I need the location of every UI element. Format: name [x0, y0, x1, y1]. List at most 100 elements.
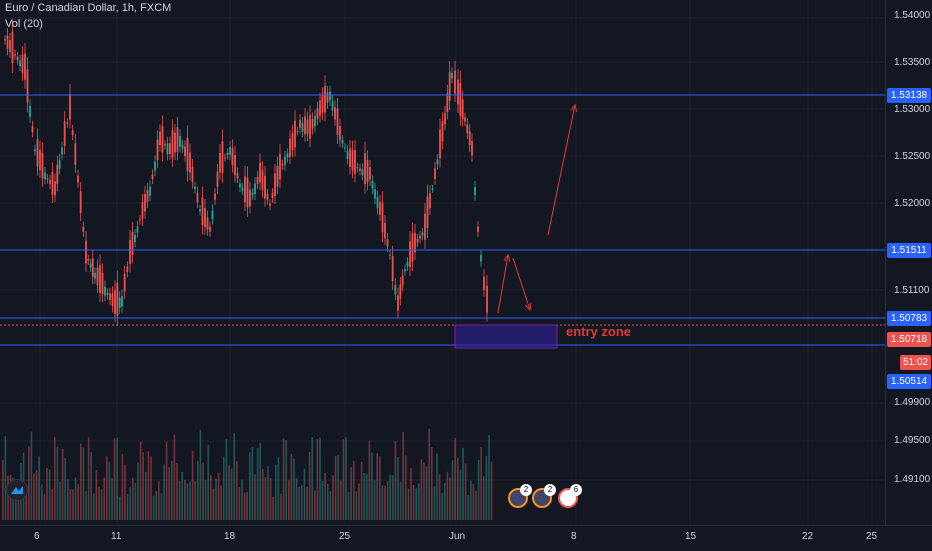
candle-body: [111, 293, 114, 306]
candle-body: [224, 157, 226, 159]
volume-bar: [56, 446, 59, 520]
candle-body: [336, 108, 339, 135]
candle-body: [196, 192, 199, 203]
volume-bar: [251, 446, 254, 520]
candle-body: [426, 196, 429, 229]
volume-bar: [108, 461, 111, 520]
price-tick-label: 1.53000: [894, 104, 931, 115]
volume-bar: [103, 477, 105, 520]
volume-bar: [347, 492, 350, 520]
price-tag-bottom[interactable]: 1.50514: [887, 374, 931, 389]
volume-bar: [462, 447, 464, 520]
candle-body: [351, 149, 354, 171]
candle-body: [354, 150, 356, 174]
candle-body: [286, 153, 289, 158]
candle-body: [424, 213, 426, 240]
chart-canvas[interactable]: [0, 0, 885, 525]
volume-bar: [64, 458, 66, 520]
event-count: 2: [544, 484, 556, 496]
volume-bar: [311, 437, 313, 520]
price-tag-level[interactable]: 1.51511: [887, 243, 931, 258]
volume-bar: [428, 428, 430, 520]
volume-bar: [444, 482, 446, 520]
candle-body: [149, 186, 151, 196]
price-tick-label: 1.51100: [894, 285, 930, 296]
price-tag-current[interactable]: 1.50718: [887, 332, 931, 347]
volume-bar: [202, 462, 204, 520]
price-tag-resistance[interactable]: 1.53138: [887, 88, 931, 103]
volume-bar: [38, 456, 40, 520]
volume-bar: [459, 470, 462, 520]
volume-bar: [54, 437, 56, 520]
symbol-legend[interactable]: Euro / Canadian Dollar, 1h, FXCM: [5, 2, 172, 14]
candle-body: [131, 231, 134, 255]
volume-bar: [230, 468, 233, 520]
candle-body: [141, 202, 144, 219]
candle-body: [96, 267, 99, 286]
volume-bar: [288, 480, 290, 520]
candle-body: [444, 112, 446, 125]
candle-body: [483, 276, 485, 291]
chart-area[interactable]: Euro / Canadian Dollar, 1h, FXCM Vol (20…: [0, 0, 885, 525]
volume-legend[interactable]: Vol (20): [5, 18, 43, 30]
candle-body: [136, 226, 139, 233]
candle-body: [339, 126, 341, 141]
candle-body: [189, 152, 191, 173]
economic-event-badge[interactable]: 6: [558, 484, 582, 508]
candle-body: [244, 176, 246, 203]
candle-body: [319, 100, 321, 116]
volume-bar: [477, 459, 480, 520]
volume-bar: [308, 452, 311, 520]
candle-body: [371, 180, 374, 189]
volume-bar: [145, 472, 147, 520]
volume-bar: [298, 487, 300, 520]
volume-bar: [215, 478, 217, 520]
candle-body: [146, 190, 149, 202]
time-axis[interactable]: 6 11 18 25 Jun 8 15 22 25: [0, 525, 932, 551]
candle-body: [466, 124, 469, 134]
candle-body: [356, 167, 359, 169]
volume-bar: [457, 457, 459, 520]
volume-bar: [160, 493, 163, 520]
projection-arrow: [512, 257, 531, 311]
volume-bar: [282, 438, 285, 520]
candle-body: [19, 60, 21, 67]
candle-body: [404, 269, 406, 272]
candle-body: [179, 136, 181, 147]
volume-bar: [454, 438, 456, 520]
volume-bar: [7, 475, 9, 520]
candle-body: [126, 266, 129, 273]
event-count: 2: [520, 484, 532, 496]
economic-event-badge[interactable]: 2: [532, 484, 556, 508]
candle-body: [94, 272, 96, 279]
candle-body: [186, 137, 189, 172]
tradingview-logo-icon[interactable]: [6, 479, 28, 501]
price-tick-label: 1.52000: [894, 198, 931, 209]
volume-bar: [319, 437, 321, 520]
price-tag-support[interactable]: 1.50783: [887, 311, 931, 326]
candle-body: [454, 70, 456, 94]
volume-bar: [446, 471, 449, 520]
candle-body: [199, 209, 201, 212]
candle-body: [71, 130, 74, 136]
candle-body: [329, 91, 331, 101]
volume-bar: [85, 491, 87, 520]
volume-bar: [191, 450, 194, 520]
economic-event-badge[interactable]: 2: [508, 484, 532, 508]
candle-body: [184, 146, 186, 157]
volume-bar: [449, 477, 451, 520]
volume-bar: [220, 485, 222, 520]
candle-body: [399, 284, 402, 299]
volume-bar: [212, 488, 215, 520]
volume-bar: [464, 463, 467, 520]
volume-bar: [254, 474, 256, 520]
candle-body: [11, 31, 14, 64]
candle-body: [259, 162, 261, 183]
candle-body: [234, 154, 236, 176]
candle-body: [446, 93, 449, 112]
volume-bar: [290, 453, 293, 520]
volume-bar: [121, 453, 124, 520]
price-axis[interactable]: 1.54000 1.53500 1.53000 1.52500 1.52000 …: [885, 0, 932, 525]
candle-body: [264, 175, 266, 199]
candle-body: [114, 290, 116, 314]
